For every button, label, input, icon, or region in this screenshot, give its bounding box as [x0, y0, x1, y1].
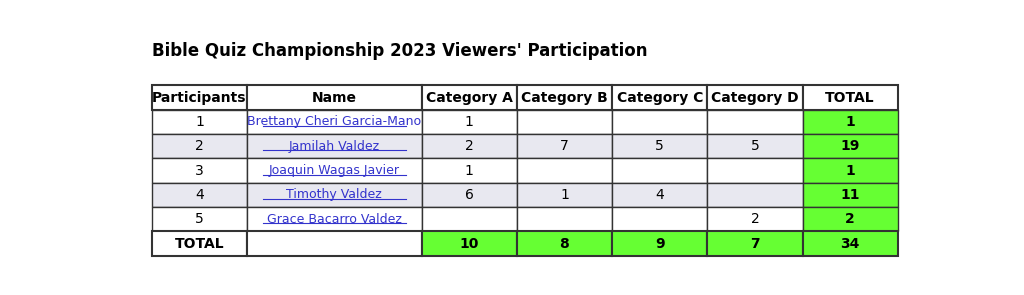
Bar [422, 110, 517, 134]
Bar [803, 85, 898, 110]
Text: 5: 5 [655, 139, 665, 153]
Bar [517, 231, 612, 256]
Text: Timothy Valdez: Timothy Valdez [287, 189, 382, 201]
Bar [422, 158, 517, 183]
Bar [422, 134, 517, 158]
Text: 19: 19 [841, 139, 860, 153]
Bar [708, 158, 803, 183]
Bar [152, 207, 247, 231]
Bar [708, 207, 803, 231]
Bar [247, 183, 422, 207]
Bar [517, 207, 612, 231]
Text: Brettany Cheri Garcia-Mano: Brettany Cheri Garcia-Mano [247, 115, 422, 128]
Text: 2: 2 [751, 212, 760, 226]
Bar [152, 134, 247, 158]
Text: Participants: Participants [153, 91, 247, 104]
Text: 9: 9 [655, 237, 665, 250]
Bar [803, 158, 898, 183]
Text: 2: 2 [465, 139, 474, 153]
Bar [803, 183, 898, 207]
Bar [708, 85, 803, 110]
Bar [152, 183, 247, 207]
Text: 2: 2 [195, 139, 204, 153]
Text: 1: 1 [560, 188, 569, 202]
Bar [612, 207, 708, 231]
Text: 6: 6 [465, 188, 474, 202]
Bar [803, 207, 898, 231]
Bar [612, 85, 708, 110]
Text: 1: 1 [845, 115, 855, 129]
Text: Category A: Category A [426, 91, 513, 104]
Text: TOTAL: TOTAL [175, 237, 224, 250]
Bar [517, 134, 612, 158]
Bar [422, 231, 517, 256]
Bar [517, 110, 612, 134]
Text: Bible Quiz Championship 2023 Viewers' Participation: Bible Quiz Championship 2023 Viewers' Pa… [152, 42, 647, 60]
Bar [422, 85, 517, 110]
Bar [803, 110, 898, 134]
Text: 4: 4 [195, 188, 204, 202]
Bar [422, 183, 517, 207]
Bar [803, 134, 898, 158]
Text: Category C: Category C [616, 91, 702, 104]
Text: 3: 3 [195, 163, 204, 178]
Bar [708, 183, 803, 207]
Text: 8: 8 [559, 237, 569, 250]
Bar [152, 110, 247, 134]
Text: 1: 1 [195, 115, 204, 129]
Text: 1: 1 [845, 163, 855, 178]
Text: Jamilah Valdez: Jamilah Valdez [289, 140, 380, 153]
Bar [612, 158, 708, 183]
Text: Grace Bacarro Valdez: Grace Bacarro Valdez [267, 213, 401, 226]
Text: 34: 34 [841, 237, 860, 250]
Text: TOTAL: TOTAL [825, 91, 874, 104]
Bar [152, 158, 247, 183]
Bar [708, 231, 803, 256]
Text: Category D: Category D [711, 91, 799, 104]
Bar [708, 134, 803, 158]
Text: 1: 1 [465, 115, 474, 129]
Bar [247, 110, 422, 134]
Text: Name: Name [312, 91, 356, 104]
Bar [247, 158, 422, 183]
Text: 11: 11 [841, 188, 860, 202]
Bar [247, 231, 422, 256]
Text: Category B: Category B [521, 91, 608, 104]
Bar [612, 231, 708, 256]
Bar [152, 85, 247, 110]
Text: Joaquin Wagas Javier: Joaquin Wagas Javier [269, 164, 399, 177]
Bar [612, 183, 708, 207]
Bar [517, 85, 612, 110]
Bar [803, 231, 898, 256]
Text: 5: 5 [751, 139, 760, 153]
Bar [612, 134, 708, 158]
Bar [247, 85, 422, 110]
Text: 2: 2 [845, 212, 855, 226]
Bar [517, 158, 612, 183]
Bar [152, 231, 247, 256]
Text: 5: 5 [195, 212, 204, 226]
Text: 7: 7 [560, 139, 569, 153]
Bar [612, 110, 708, 134]
Bar [708, 110, 803, 134]
Text: 1: 1 [465, 163, 474, 178]
Bar [422, 207, 517, 231]
Bar [517, 183, 612, 207]
Bar [247, 207, 422, 231]
Text: 7: 7 [751, 237, 760, 250]
Text: 4: 4 [655, 188, 665, 202]
Text: 10: 10 [460, 237, 479, 250]
Bar [247, 134, 422, 158]
